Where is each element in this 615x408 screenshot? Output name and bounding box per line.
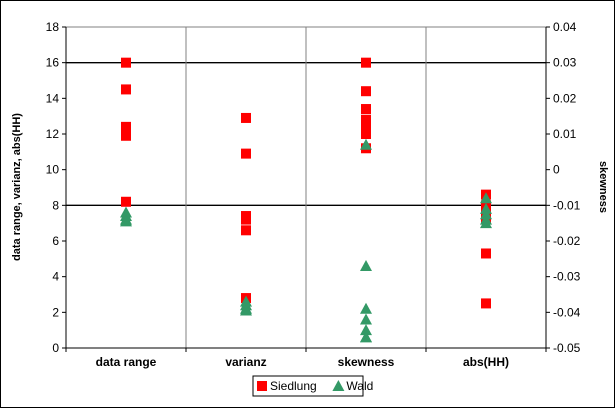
siedlung-point [241,112,251,123]
y-tick-label: 4 [52,270,59,284]
siedlung-point [241,225,251,236]
y-tick-label: 0 [52,341,59,355]
y2-tick-label: 0 [553,163,560,177]
siedlung-point [241,214,251,225]
siedlung-point [361,86,371,97]
wald-point [360,302,372,314]
wald-point [360,324,372,336]
y-tick-label: 12 [46,127,60,141]
y2-tick-label: -0.01 [553,198,581,212]
legend-label-siedlung: Siedlung [270,379,317,393]
data-marks [120,57,492,343]
legend-label-wald: Wald [346,379,373,393]
y2-tick-label: 0.03 [553,56,577,70]
siedlung-point [481,298,491,309]
siedlung-point [121,196,131,207]
y2-tick-label: -0.02 [553,234,581,248]
y-tick-label: 8 [52,198,59,212]
y2-tick-label: 0.02 [553,91,577,105]
siedlung-point [361,121,371,132]
wald-point [480,217,492,229]
y-tick-label: 2 [52,305,59,319]
plot-area [65,26,547,349]
y-axis-title: data range, varianz, abs(HH) [11,113,23,261]
siedlung-point [121,130,131,141]
legend-marker-siedlung [257,381,267,391]
y2-axis-title: skewness [597,161,609,213]
siedlung-point [361,114,371,125]
y-tick-label: 14 [46,91,60,105]
y2-tick-label: 0.04 [553,20,577,34]
siedlung-point [361,129,371,139]
x-category-label: abs(HH) [463,355,509,369]
wald-point [240,304,252,316]
series-wald [120,138,492,343]
y2-tick-label: -0.05 [553,341,581,355]
wald-point [480,192,492,204]
x-category-label: varianz [225,355,266,369]
legend-marker-wald [332,380,345,391]
legend: Siedlung Wald [252,375,373,397]
x-category-label: skewness [338,355,395,369]
wald-point [360,259,372,271]
y-tick-label: 6 [52,234,59,248]
y-tick-label: 10 [46,163,60,177]
x-category-label: data range [96,355,157,369]
y2-tick-label: 0.01 [553,127,577,141]
siedlung-point [481,248,491,259]
wald-point [360,331,372,343]
siedlung-point [361,104,371,115]
siedlung-point [121,84,131,95]
y-tick-label: 18 [46,20,60,34]
wald-point [120,215,132,227]
siedlung-point [121,57,131,68]
y-tick-label: 16 [46,56,60,70]
siedlung-point [121,125,131,136]
siedlung-point [241,148,251,159]
axes: 0 2 4 6 8 10 12 14 16 18 -0.05 -0.04 -0.03 -0.02 -0.01… [46,20,581,369]
wald-point [360,313,372,325]
y2-tick-label: -0.04 [553,305,581,319]
wald-point [360,138,372,150]
y2-tick-label: -0.03 [553,270,581,284]
siedlung-point [361,57,371,68]
